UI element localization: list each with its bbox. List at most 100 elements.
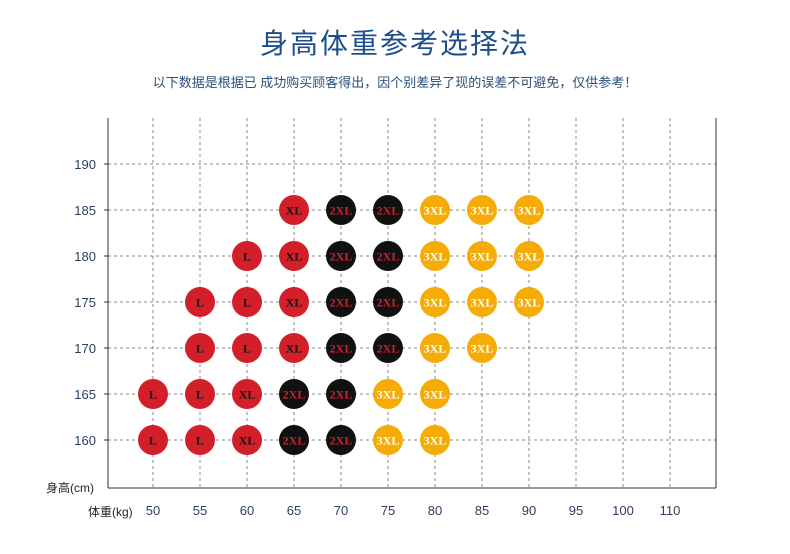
data-point: 3XL: [420, 241, 450, 271]
data-point: 2XL: [279, 379, 309, 409]
x-tick-label: 100: [612, 503, 634, 518]
data-point-marker: [232, 333, 262, 363]
data-point: L: [138, 425, 168, 455]
data-point: 2XL: [279, 425, 309, 455]
data-point-marker: [514, 195, 544, 225]
data-point: L: [185, 287, 215, 317]
data-point-label: 2XL: [330, 296, 353, 310]
data-point-label: L: [196, 434, 204, 448]
data-point-label: 2XL: [330, 388, 353, 402]
data-point-label: 3XL: [471, 342, 494, 356]
data-point-label: L: [243, 296, 251, 310]
data-point-marker: [185, 287, 215, 317]
data-point-marker: [279, 425, 309, 455]
data-point-label: 3XL: [518, 204, 541, 218]
data-point-marker: [326, 195, 356, 225]
data-point-label: 2XL: [377, 250, 400, 264]
data-point-marker: [373, 195, 403, 225]
data-point: L: [232, 333, 262, 363]
data-point-marker: [467, 287, 497, 317]
data-point-marker: [326, 287, 356, 317]
data-point-marker: [373, 425, 403, 455]
data-point: XL: [279, 333, 309, 363]
data-point-label: 2XL: [377, 204, 400, 218]
data-point-label: 2XL: [377, 342, 400, 356]
data-point-marker: [514, 241, 544, 271]
data-point-label: L: [243, 342, 251, 356]
data-point: 3XL: [420, 287, 450, 317]
data-point-marker: [420, 425, 450, 455]
data-point-marker: [326, 241, 356, 271]
data-point: 2XL: [373, 287, 403, 317]
y-tick-label: 185: [74, 203, 96, 218]
data-point-marker: [467, 241, 497, 271]
data-point-label: 2XL: [330, 250, 353, 264]
x-tick-label: 65: [287, 503, 301, 518]
x-axis-label: 体重(kg): [88, 505, 133, 519]
data-point: 3XL: [420, 425, 450, 455]
data-point: L: [185, 379, 215, 409]
data-point-label: 3XL: [424, 342, 447, 356]
data-point-label: 3XL: [471, 296, 494, 310]
data-point-label: 3XL: [377, 434, 400, 448]
data-point: 3XL: [514, 287, 544, 317]
x-tick-labels: 50 55 60 65 70 75 80 85 90 95 100 110: [146, 503, 681, 518]
data-point-label: L: [196, 296, 204, 310]
data-point-marker: [232, 425, 262, 455]
x-tick-label: 90: [522, 503, 536, 518]
data-point-marker: [514, 287, 544, 317]
y-tick-labels: 160 165 170 175 180 185 190: [74, 157, 108, 448]
data-point: XL: [279, 195, 309, 225]
page-subtitle: 以下数据是根据已 成功购买顾客得出，因个别差异了现的误差不可避免，仅供参考！: [152, 75, 638, 90]
data-point-label: 3XL: [518, 296, 541, 310]
data-point: XL: [232, 425, 262, 455]
x-tick-label: 110: [660, 503, 681, 518]
data-point-marker: [279, 195, 309, 225]
data-point: 3XL: [420, 333, 450, 363]
data-point: 3XL: [373, 425, 403, 455]
data-point-marker: [373, 379, 403, 409]
data-point-label: 2XL: [283, 434, 306, 448]
data-point-marker: [373, 333, 403, 363]
data-point: 2XL: [326, 195, 356, 225]
data-point-label: XL: [286, 250, 303, 264]
data-point-marker: [279, 287, 309, 317]
data-point-marker: [138, 379, 168, 409]
data-point: XL: [232, 379, 262, 409]
page-title: 身高体重参考选择法: [259, 28, 530, 59]
data-point-label: L: [149, 388, 157, 402]
data-point-marker: [185, 379, 215, 409]
data-point-marker: [467, 333, 497, 363]
x-tick-label: 70: [334, 503, 348, 518]
data-point-label: L: [196, 342, 204, 356]
data-point-marker: [467, 195, 497, 225]
data-point: L: [138, 379, 168, 409]
x-tick-label: 55: [193, 503, 207, 518]
data-point: 3XL: [420, 379, 450, 409]
x-tick-label: 85: [475, 503, 489, 518]
data-point-label: 2XL: [377, 296, 400, 310]
data-point: 2XL: [326, 425, 356, 455]
x-tick-label: 60: [240, 503, 254, 518]
data-point: XL: [279, 241, 309, 271]
data-point-label: XL: [286, 296, 303, 310]
data-point: 2XL: [373, 195, 403, 225]
data-point-label: 2XL: [330, 342, 353, 356]
data-point-label: XL: [286, 204, 303, 218]
data-point-label: 2XL: [283, 388, 306, 402]
data-point: L: [185, 333, 215, 363]
data-point: 3XL: [514, 195, 544, 225]
data-point: 2XL: [373, 241, 403, 271]
y-tick-label: 190: [74, 157, 96, 172]
data-point-marker: [185, 425, 215, 455]
data-point-label: 3XL: [377, 388, 400, 402]
data-point-label: 3XL: [424, 434, 447, 448]
data-point-label: 3XL: [471, 204, 494, 218]
chart-axes: [107, 118, 717, 489]
x-tick-label: 75: [381, 503, 395, 518]
data-point: 3XL: [467, 195, 497, 225]
data-point: L: [232, 287, 262, 317]
data-point-marker: [420, 195, 450, 225]
data-point-label: L: [196, 388, 204, 402]
